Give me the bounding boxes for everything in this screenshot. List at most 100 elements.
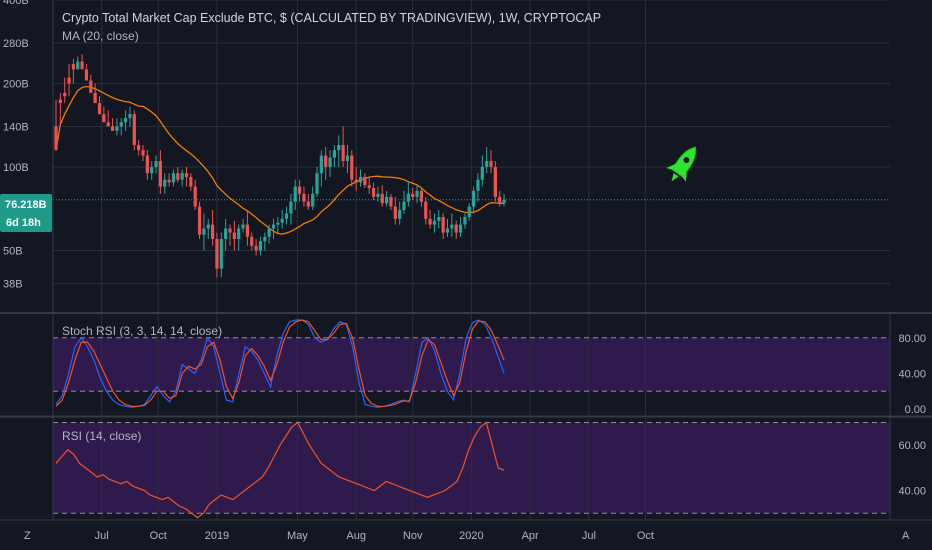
price-tag: 76.218B 6d 18h xyxy=(0,194,52,232)
candle-body xyxy=(263,236,267,242)
candle-body xyxy=(328,157,332,167)
candle-body xyxy=(106,122,110,127)
stoch-rsi-d-line xyxy=(55,319,505,407)
pane-separators[interactable] xyxy=(0,0,932,520)
candle-body xyxy=(93,92,97,104)
candle-body xyxy=(245,224,249,237)
candle-body xyxy=(432,220,437,225)
time-axis-label: Oct xyxy=(637,530,654,542)
candle-body xyxy=(267,228,271,237)
candle-body xyxy=(319,155,323,174)
ma-line-layer xyxy=(55,85,505,235)
candle-body xyxy=(332,150,336,158)
price-tag-bg xyxy=(0,194,52,232)
rocket-icon xyxy=(666,146,697,182)
rsi-pane[interactable] xyxy=(53,418,890,520)
candle-body xyxy=(493,166,497,197)
rsi-grid xyxy=(53,418,890,520)
candle-body xyxy=(124,118,128,123)
time-axis-label: Apr xyxy=(522,530,539,542)
candle-body xyxy=(54,126,58,151)
candle-body xyxy=(84,69,89,81)
candle-body xyxy=(132,114,136,146)
candle-body xyxy=(393,206,397,219)
candle-body xyxy=(258,241,263,251)
candle-body xyxy=(71,64,75,70)
candle-body xyxy=(485,161,489,167)
candle-body xyxy=(232,232,236,239)
time-axis-label: Jul xyxy=(582,530,596,542)
candle-body xyxy=(154,161,158,167)
candle-body xyxy=(219,238,223,269)
rsi-legend: RSI (14, close) xyxy=(62,429,141,443)
time-axis-label: Jul xyxy=(95,530,109,542)
candle-body xyxy=(298,186,302,194)
candle-body xyxy=(289,201,293,214)
candle-body xyxy=(211,224,215,239)
rsi-axis-label: 40.00 xyxy=(898,486,926,498)
candle-body xyxy=(337,145,341,151)
candle-body xyxy=(306,201,310,207)
candle-body xyxy=(450,224,454,229)
candle-body xyxy=(254,245,258,251)
candle-body xyxy=(89,80,93,93)
candle-body xyxy=(110,126,115,131)
candle-body xyxy=(402,201,406,210)
candle-body xyxy=(224,228,228,239)
time-axis-label: 2020 xyxy=(459,530,483,542)
time-axis-label: Aug xyxy=(346,530,366,542)
candle-body xyxy=(276,222,280,225)
candle-body xyxy=(102,114,106,123)
candle-body xyxy=(176,173,180,180)
chart-title: Crypto Total Market Cap Exclude BTC, $ (… xyxy=(62,11,601,25)
stoch-rsi-axis[interactable]: 80.00 40.00 0.00 xyxy=(898,333,926,416)
auto-scale-icon[interactable]: A xyxy=(902,530,910,542)
candle-body xyxy=(502,200,506,204)
stoch-rsi-grid xyxy=(53,314,890,415)
rsi-lines xyxy=(55,421,505,519)
candle-body xyxy=(476,179,480,191)
time-axis-label: Nov xyxy=(403,530,423,542)
candle-body xyxy=(454,224,458,233)
stoch-rsi-lines xyxy=(55,319,505,408)
candle-body xyxy=(237,228,241,239)
candle-body xyxy=(467,206,471,218)
candle-body xyxy=(445,228,450,233)
candle-body xyxy=(371,187,376,197)
candle-body xyxy=(197,206,202,235)
rsi-axis[interactable]: 60.00 40.00 xyxy=(898,440,926,497)
candle-body xyxy=(137,145,141,151)
candle-body xyxy=(367,185,371,188)
price-axis-label: 140B xyxy=(3,121,29,133)
candle-body xyxy=(341,145,345,162)
candle-body xyxy=(345,155,350,162)
time-axis-label: May xyxy=(287,530,308,542)
candle-body xyxy=(458,224,463,233)
candle-body xyxy=(158,161,162,187)
candle-body xyxy=(215,238,219,269)
candle-body xyxy=(119,122,123,127)
candle-body xyxy=(389,196,393,207)
candle-body xyxy=(80,61,84,70)
price-axis[interactable]: 400B 280B 200B 140B 100B 50B 38B xyxy=(3,0,29,291)
candle-body xyxy=(489,161,493,167)
candle-body xyxy=(406,193,410,202)
candle-body xyxy=(228,228,232,233)
candle-body xyxy=(324,155,328,167)
candle-body xyxy=(315,173,319,194)
stoch-rsi-pane[interactable] xyxy=(53,314,890,415)
candle-body xyxy=(358,177,363,183)
timezone-toggle-icon[interactable]: Z xyxy=(24,530,31,542)
candle-body xyxy=(141,150,145,156)
time-axis[interactable]: Jul Oct 2019 May Aug Nov 2020 Apr Jul Oct xyxy=(0,519,932,542)
candle-body xyxy=(184,173,189,178)
candle-body xyxy=(437,217,441,221)
price-axis-label: 400B xyxy=(3,0,29,7)
candle-body xyxy=(180,173,184,180)
candle-body xyxy=(293,186,297,202)
price-grid xyxy=(53,0,890,312)
candle-body xyxy=(284,213,289,219)
candle-body xyxy=(128,114,132,119)
price-pane[interactable] xyxy=(53,0,890,312)
candle-body xyxy=(428,218,432,225)
